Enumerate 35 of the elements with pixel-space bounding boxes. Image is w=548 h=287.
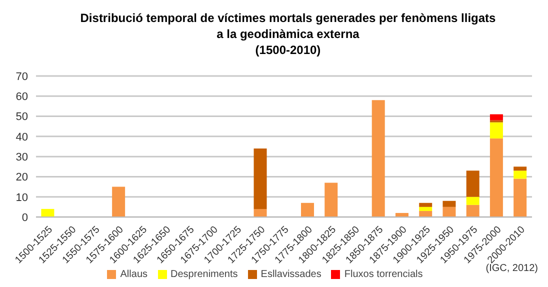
bar — [419, 202, 432, 207]
legend-label: Allaus — [120, 269, 148, 280]
bar — [372, 100, 385, 217]
legend-label: Fluxos torrencials — [344, 269, 423, 280]
bar — [301, 202, 314, 217]
bar — [466, 170, 480, 197]
bar — [254, 208, 267, 217]
bar — [490, 114, 503, 120]
bar — [324, 182, 338, 217]
text: (IGC, 2012) — [486, 263, 538, 274]
y-tick-label: 30 — [16, 151, 28, 164]
bar — [514, 170, 527, 179]
y-tick-label: 40 — [16, 131, 28, 144]
y-tick-label: 70 — [16, 70, 28, 83]
y-tick-label: 50 — [16, 111, 28, 124]
bar — [466, 196, 480, 205]
bar — [419, 206, 432, 211]
bar — [490, 138, 503, 217]
y-tick-label: 60 — [16, 91, 28, 104]
y-tick-label: 20 — [16, 172, 28, 184]
bar — [514, 178, 527, 217]
y-tick-label: 0 — [22, 212, 28, 224]
bar — [466, 204, 480, 217]
bar — [442, 206, 456, 217]
y-tick-label: 10 — [16, 192, 28, 204]
chart-title: Distribució temporal de víctimes mortals generades per fenòmens lligats a la geodinàmica externa (1500-2010) — [79, 10, 497, 59]
legend-label: Despreniments — [170, 269, 238, 280]
legend-label: Esllavissades — [260, 269, 322, 280]
bar — [514, 166, 527, 171]
bar — [112, 186, 126, 217]
bar — [254, 148, 267, 209]
bar — [490, 122, 503, 138]
bar — [442, 200, 456, 207]
bar — [419, 210, 432, 217]
bar — [41, 208, 54, 217]
